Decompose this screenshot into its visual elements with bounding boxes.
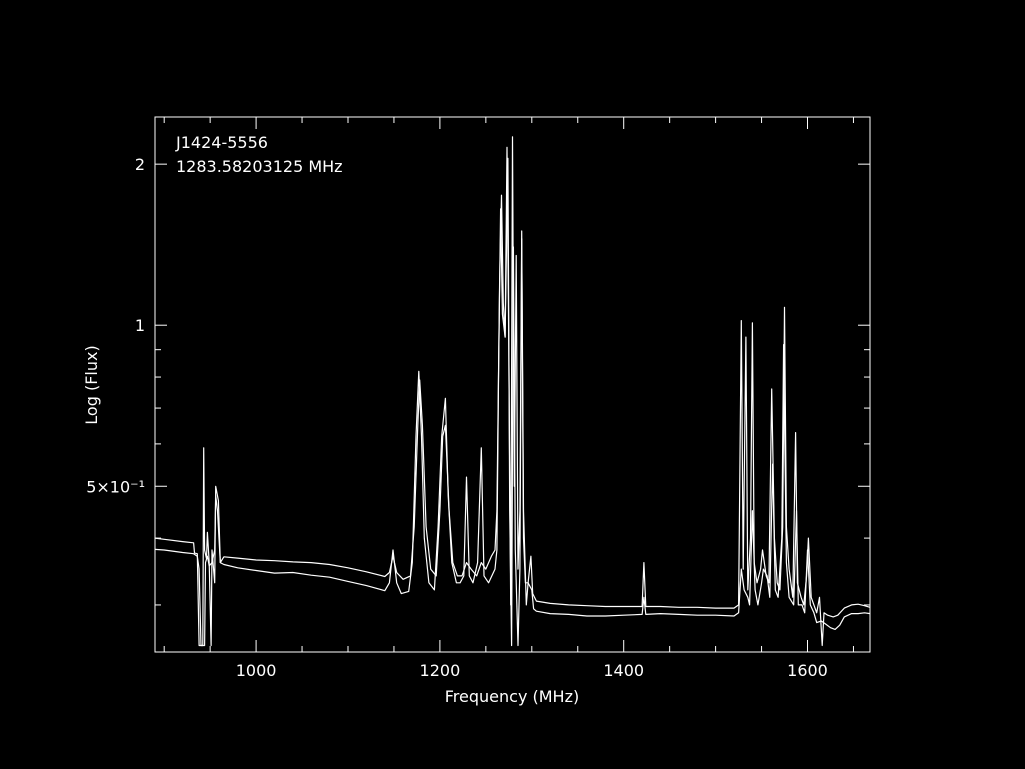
y-axis-label: Log (Flux) [82,345,101,424]
x-tick-label: 1000 [236,661,277,680]
x-tick-label: 1400 [603,661,644,680]
series-line-2 [154,157,871,647]
annotation-center-frequency: 1283.58203125 MHz [176,157,343,176]
y-tick-label: 1 [135,316,145,335]
x-tick-label: 1600 [787,661,828,680]
x-axis-label: Frequency (MHz) [445,687,579,706]
ticks-layer: 1000 1200 1400 1600 5×10⁻¹ 1 2 [86,117,870,680]
x-tick-label: 1200 [420,661,461,680]
y-tick-label: 2 [135,155,145,174]
plot-frame [154,116,871,653]
annotation-source-name: J1424-5556 [175,133,268,152]
series-layer [154,136,871,647]
y-tick-label: 5×10⁻¹ [86,477,145,496]
